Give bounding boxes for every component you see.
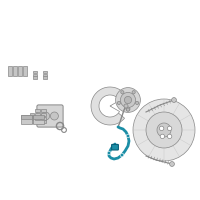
FancyBboxPatch shape bbox=[33, 76, 37, 79]
Circle shape bbox=[146, 112, 182, 148]
Wedge shape bbox=[91, 87, 125, 125]
FancyBboxPatch shape bbox=[37, 105, 63, 127]
FancyBboxPatch shape bbox=[41, 117, 46, 120]
FancyBboxPatch shape bbox=[33, 74, 37, 76]
FancyBboxPatch shape bbox=[21, 115, 32, 119]
FancyBboxPatch shape bbox=[43, 76, 47, 79]
FancyBboxPatch shape bbox=[43, 74, 47, 76]
Circle shape bbox=[42, 112, 50, 120]
FancyBboxPatch shape bbox=[42, 117, 46, 120]
FancyBboxPatch shape bbox=[41, 113, 46, 116]
Circle shape bbox=[160, 134, 165, 139]
Circle shape bbox=[121, 91, 124, 94]
Circle shape bbox=[172, 98, 176, 102]
FancyBboxPatch shape bbox=[30, 120, 34, 123]
Circle shape bbox=[159, 126, 164, 131]
FancyBboxPatch shape bbox=[30, 113, 34, 116]
Circle shape bbox=[124, 96, 132, 104]
Circle shape bbox=[117, 101, 120, 105]
Circle shape bbox=[126, 134, 130, 138]
Circle shape bbox=[126, 108, 130, 111]
Circle shape bbox=[116, 88, 140, 112]
FancyBboxPatch shape bbox=[21, 115, 32, 124]
FancyBboxPatch shape bbox=[43, 71, 47, 73]
FancyBboxPatch shape bbox=[8, 66, 12, 76]
Circle shape bbox=[136, 101, 139, 105]
Circle shape bbox=[167, 126, 172, 131]
FancyBboxPatch shape bbox=[23, 66, 27, 76]
Circle shape bbox=[157, 123, 171, 137]
Circle shape bbox=[132, 91, 135, 94]
FancyBboxPatch shape bbox=[42, 113, 46, 116]
Circle shape bbox=[167, 134, 172, 139]
FancyBboxPatch shape bbox=[30, 117, 34, 120]
Circle shape bbox=[170, 162, 174, 166]
Circle shape bbox=[50, 112, 58, 120]
Circle shape bbox=[124, 104, 128, 108]
FancyBboxPatch shape bbox=[35, 117, 40, 120]
FancyBboxPatch shape bbox=[112, 144, 118, 150]
FancyBboxPatch shape bbox=[18, 66, 22, 76]
Circle shape bbox=[107, 151, 111, 155]
Circle shape bbox=[120, 92, 136, 108]
Circle shape bbox=[133, 99, 195, 161]
FancyBboxPatch shape bbox=[33, 115, 44, 119]
Wedge shape bbox=[99, 95, 120, 117]
FancyBboxPatch shape bbox=[13, 66, 17, 76]
FancyBboxPatch shape bbox=[33, 115, 44, 124]
Circle shape bbox=[126, 107, 130, 111]
FancyBboxPatch shape bbox=[41, 109, 46, 112]
FancyBboxPatch shape bbox=[35, 113, 40, 116]
Circle shape bbox=[120, 153, 124, 157]
FancyBboxPatch shape bbox=[35, 109, 40, 112]
FancyBboxPatch shape bbox=[42, 120, 46, 123]
FancyBboxPatch shape bbox=[33, 71, 37, 73]
